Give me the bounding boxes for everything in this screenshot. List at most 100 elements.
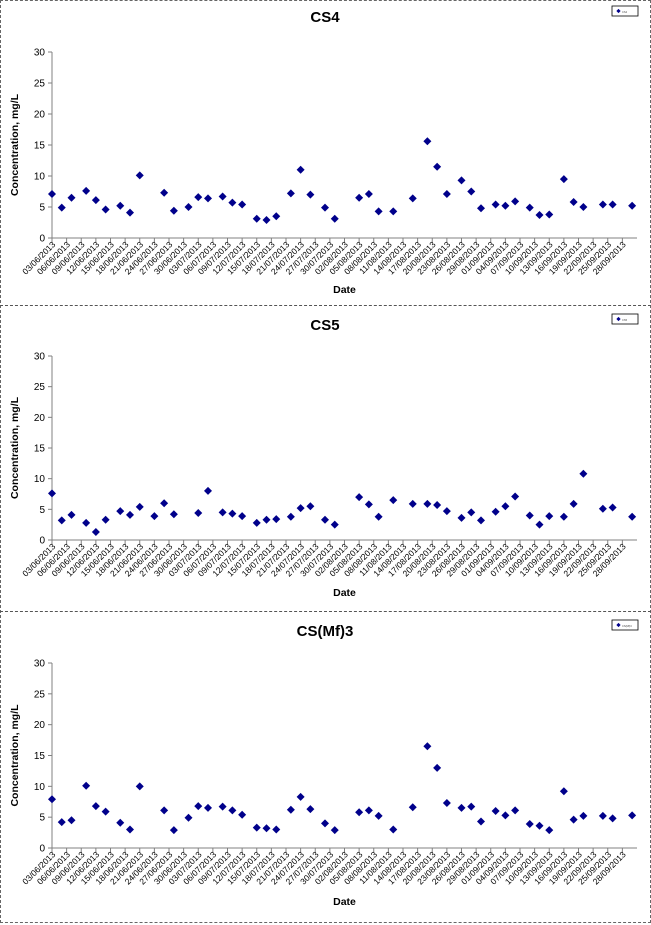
data-point [355, 808, 364, 817]
y-tick-label: 5 [39, 505, 45, 516]
data-point [321, 203, 329, 212]
chart-title: CS5 [310, 317, 339, 334]
y-tick-label: 20 [34, 413, 46, 424]
data-point [204, 803, 212, 812]
data-point [150, 512, 159, 521]
y-tick-label: 25 [34, 689, 46, 700]
data-point [598, 504, 607, 513]
data-point [48, 189, 56, 198]
data-point [135, 502, 144, 511]
data-point [467, 802, 476, 811]
data-point [501, 811, 510, 820]
y-tick-label: 15 [34, 141, 46, 152]
data-point [126, 208, 134, 217]
data-point [218, 192, 227, 201]
data-point [545, 210, 554, 219]
data-point [355, 193, 364, 202]
legend-box [611, 5, 639, 17]
data-point [389, 825, 398, 834]
data-point [91, 528, 100, 537]
data-point [262, 824, 271, 833]
y-tick-label: 30 [34, 659, 46, 670]
data-point [306, 805, 315, 814]
data-point [286, 512, 295, 521]
data-point [433, 763, 442, 772]
data-point [194, 193, 203, 202]
data-point [272, 212, 281, 221]
data-point [442, 507, 451, 516]
chart-cs4: CS4 CS405101520253003/06/201306/06/201309… [9, 5, 639, 296]
data-point [545, 512, 554, 521]
data-point [218, 802, 227, 811]
data-point [286, 805, 295, 814]
data-point [525, 203, 534, 212]
data-point [82, 518, 91, 527]
data-point [433, 162, 442, 171]
y-tick-label: 25 [34, 79, 46, 90]
data-point [126, 825, 134, 834]
data-point [501, 502, 510, 511]
x-axis-title: Date [333, 587, 356, 599]
data-point [228, 509, 237, 518]
data-point [559, 787, 568, 796]
x-axis-title: Date [333, 284, 356, 296]
data-point [160, 499, 169, 508]
data-point [321, 515, 329, 524]
data-point [374, 512, 383, 521]
data-point [330, 826, 339, 835]
data-point [306, 502, 315, 511]
data-point [545, 826, 554, 835]
data-point [608, 814, 617, 823]
data-point [91, 196, 100, 205]
data-point [57, 516, 66, 525]
data-point [408, 803, 417, 812]
chart-title: CS4 [310, 9, 340, 26]
data-point [408, 194, 417, 203]
data-point [389, 496, 398, 505]
y-tick-label: 0 [39, 234, 45, 245]
data-point [57, 818, 66, 827]
data-point [535, 211, 544, 220]
data-point [57, 203, 66, 212]
data-point [423, 742, 432, 751]
data-point [423, 499, 432, 508]
y-tick-label: 30 [34, 352, 46, 363]
data-point [101, 807, 110, 816]
data-point [116, 818, 125, 827]
y-axis-title: Concentration, mg/L [9, 704, 21, 807]
y-tick-label: 5 [39, 813, 45, 824]
y-tick-label: 10 [34, 782, 46, 793]
data-point [491, 200, 500, 209]
chart-cs5: CS5 CS505101520253003/06/201306/06/201309… [9, 313, 639, 599]
y-tick-label: 0 [39, 536, 45, 547]
data-point [477, 817, 485, 826]
y-tick-label: 10 [34, 172, 46, 183]
data-point [169, 510, 178, 519]
data-point [457, 803, 466, 812]
data-point [262, 515, 271, 524]
data-point [101, 515, 110, 524]
data-point [511, 197, 520, 206]
x-axis-title: Date [333, 896, 356, 908]
data-point [82, 186, 91, 195]
data-point [579, 469, 588, 478]
y-tick-label: 10 [34, 474, 46, 485]
data-point [91, 802, 100, 811]
data-point [477, 204, 485, 213]
data-point [501, 201, 510, 210]
data-point [457, 513, 466, 522]
data-point [442, 189, 451, 198]
data-point [160, 806, 169, 815]
data-point [101, 205, 110, 214]
data-point [511, 806, 520, 815]
data-point [579, 203, 588, 211]
data-point [238, 200, 247, 209]
data-point [364, 189, 373, 198]
data-point [135, 782, 144, 791]
y-tick-label: 30 [34, 48, 46, 59]
data-point [525, 819, 534, 828]
data-point [184, 813, 193, 822]
data-point [408, 499, 417, 508]
data-point [330, 214, 339, 223]
data-point [525, 511, 534, 520]
